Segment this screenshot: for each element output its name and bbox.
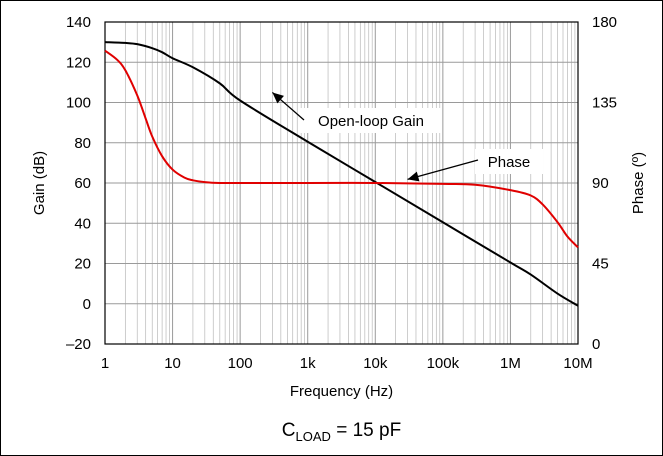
annotation-label-box [475,149,543,174]
y-left-tick-label: 20 [74,256,91,273]
y-axis-label-left: Gain (dB) [31,151,48,215]
x-tick-label: 10 [164,355,181,372]
x-tick-label: 100 [228,355,253,372]
y-right-tick-label: 90 [592,175,609,192]
y-left-tick-label: 120 [66,54,91,71]
series-layer [104,41,579,307]
x-tick-label: 10M [563,355,592,372]
y-left-tick-label: 0 [83,296,91,313]
annotation-arrow-line [407,159,479,181]
y-left-tick-label: 40 [74,215,91,232]
x-axis-label: Frequency (Hz) [290,383,393,400]
x-tick-label: 1M [500,355,521,372]
annotations: Open-loop Gain Phase [271,91,543,182]
x-tick-label: 10k [363,355,388,372]
y-left-tick-label: 140 [66,14,91,31]
annotation-label-box [300,108,442,133]
annotation-arrowhead [272,92,284,104]
annotation-arrowhead [407,171,420,182]
y-left-tick-label: 60 [74,175,91,192]
open-loop-gain-series-line [104,41,579,307]
y-right-tick-label: 180 [592,14,617,31]
y-axis-label-right: Phase (º) [630,152,647,214]
y-right-tick-label: 0 [592,336,600,353]
x-tick-label: 1 [101,355,109,372]
phase-series-line [104,49,579,249]
chart-caption: CLOAD = 15 pF [282,420,401,444]
x-tick-label: 100k [427,355,460,372]
y-right-tick-label: 135 [592,95,617,112]
annotation-label: Open-loop Gain [318,113,424,130]
y-left-tick-label: 80 [74,135,91,152]
y-left-tick-label: –20 [66,336,91,353]
y-left-tick-label: 100 [66,95,91,112]
y-right-tick-label: 45 [592,256,609,273]
tick-labels: 1 10 100 1k 10k 100k 1M 10M –20 0 20 40 60 80 100 120 14… [66,14,617,372]
annotation-label: Phase [488,154,531,171]
x-tick-label: 1k [300,355,316,372]
plot-area [104,21,579,345]
